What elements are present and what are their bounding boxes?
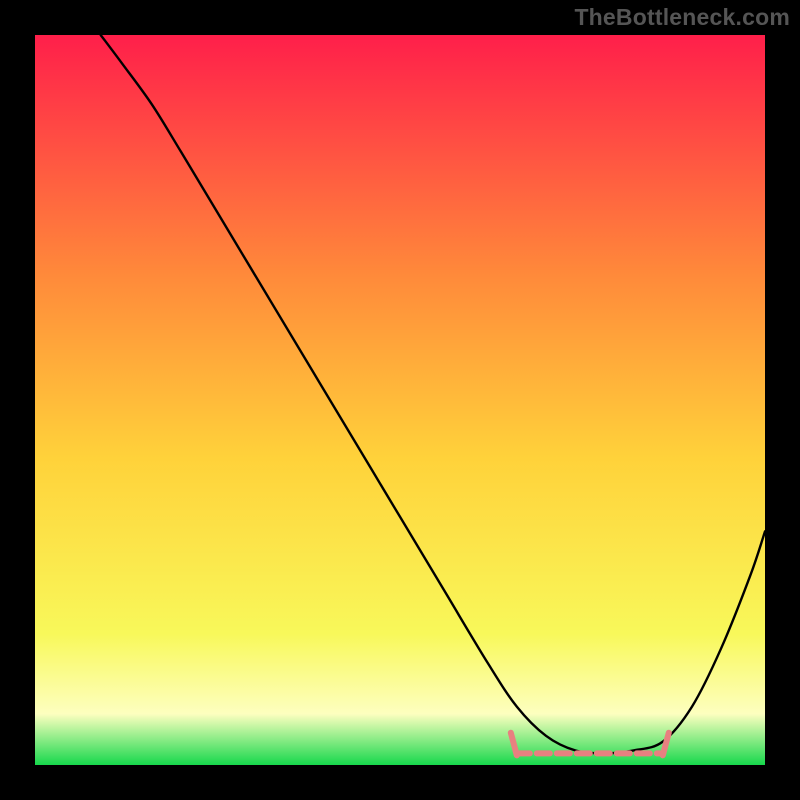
chart-root: TheBottleneck.com bbox=[0, 0, 800, 800]
watermark-text: TheBottleneck.com bbox=[574, 4, 790, 31]
chart-svg bbox=[35, 35, 765, 765]
plot-area bbox=[35, 35, 765, 765]
gradient-background bbox=[35, 35, 765, 765]
